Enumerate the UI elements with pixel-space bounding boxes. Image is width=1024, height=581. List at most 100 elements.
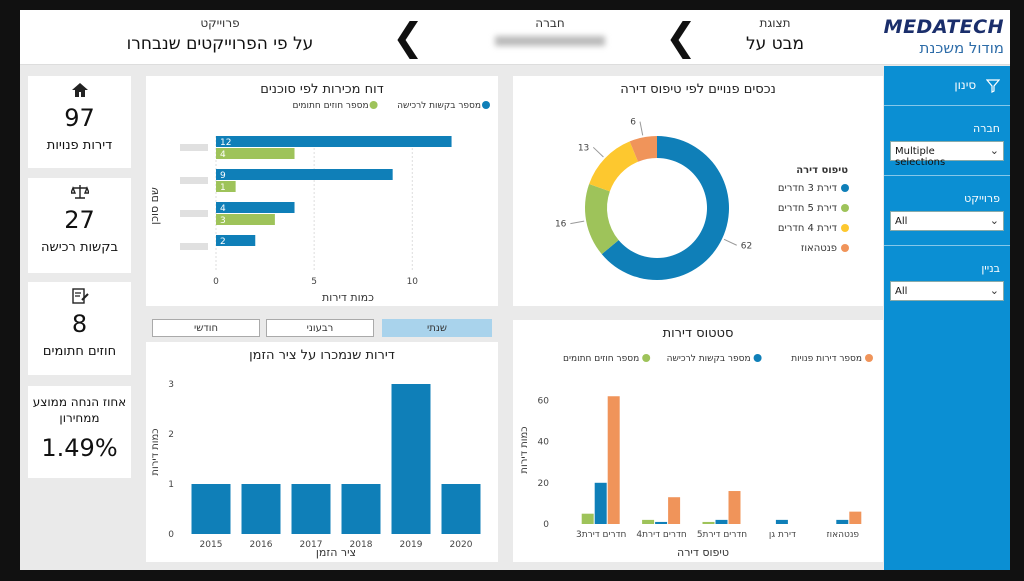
- legend-marker: [841, 224, 849, 232]
- leader-line: [570, 220, 585, 225]
- bar: [849, 511, 862, 524]
- agents-chart-svg: מספר בקשות לרכישה מספר חוזים חתומים 0 5 10 כמ…: [148, 101, 490, 304]
- leader-line: [592, 146, 604, 158]
- data-label: 16: [555, 220, 567, 230]
- bar: [291, 484, 331, 534]
- x-axis-label: ציר הזמן: [316, 546, 356, 559]
- bar: [441, 484, 481, 534]
- legend-marker: [841, 244, 849, 252]
- x-tick-label: 2018: [350, 540, 373, 550]
- kpi-label: בקשות רכישה: [41, 240, 118, 255]
- vacant-assets-chart: נכסים פנויים לפי טיפוס דירה 62 16 13 6 טיפוס…: [513, 76, 883, 306]
- filter-title: סינון: [954, 78, 977, 92]
- kpi-purchase-requests: 27 בקשות רכישה: [28, 178, 131, 273]
- app-frame: פרוייקט על פי הפרוייקטים שנבחרו ❮ חברה ❮…: [20, 10, 1010, 570]
- home-icon: [28, 82, 131, 100]
- legend-label: מספר דירות פנויות: [791, 354, 862, 364]
- bar: [216, 169, 393, 180]
- monthly-button[interactable]: חודשי: [152, 319, 260, 337]
- y-tick-label: 0: [543, 520, 549, 530]
- chevron-left-icon[interactable]: ❮: [665, 15, 697, 59]
- company-label: חברה: [535, 16, 565, 30]
- project-filter-value: All: [895, 216, 908, 227]
- donut-slice: [601, 136, 729, 280]
- view-selector[interactable]: תצוגת מבט על: [720, 10, 830, 65]
- legend-label: דירת 4 חדרים: [778, 223, 838, 234]
- y-tick-label: 40: [538, 438, 550, 448]
- company-filter-value: Multiple selections: [895, 146, 946, 168]
- chart-title: סטטוס דירות: [662, 326, 734, 341]
- bar: [216, 214, 275, 225]
- company-filter-label: חברה: [973, 122, 1000, 135]
- logo-text: MEDATECH: [883, 16, 1004, 38]
- legend-marker: [753, 354, 762, 362]
- y-tick-label: 1: [168, 480, 174, 490]
- leader-line: [639, 121, 644, 136]
- kpi-value: 97: [64, 104, 95, 132]
- donut-chart-svg: 62 16 13 6 טיפוס דירה דירת 3 חדרים דירת 5 חדרי…: [555, 118, 849, 280]
- bar: [775, 519, 788, 524]
- x-axis-label: טיפוס דירה: [677, 546, 729, 559]
- data-label: 4: [220, 204, 226, 214]
- quarterly-button[interactable]: רבעוני: [266, 319, 374, 337]
- bar: [581, 513, 594, 524]
- kpi-value: 8: [71, 310, 88, 338]
- kpi-label: חוזים חתומים: [42, 344, 117, 359]
- legend-label: מספר בקשות לרכישה: [667, 354, 751, 364]
- bar: [655, 521, 668, 524]
- donut-slice: [629, 136, 657, 162]
- chevron-down-icon: ⌄: [989, 284, 999, 297]
- bar: [391, 384, 431, 534]
- kpi-label: דירות פנויות: [46, 138, 113, 153]
- legend-marker: [369, 101, 378, 109]
- company-selector[interactable]: חברה: [450, 10, 650, 65]
- divider: [884, 175, 1010, 176]
- top-bar: פרוייקט על פי הפרוייקטים שנבחרו ❮ חברה ❮…: [20, 10, 1010, 65]
- legend-marker: [642, 354, 651, 362]
- y-axis-label: שם סוכן: [148, 187, 161, 225]
- blurred-agent-name: [180, 144, 208, 151]
- y-tick-label: 60: [538, 396, 550, 406]
- x-tick-label: 2020: [450, 540, 473, 550]
- bar: [607, 396, 620, 524]
- kpi-label: אחוז הנחה ממוצע ממחירון: [32, 395, 127, 425]
- bar: [216, 136, 452, 147]
- legend-marker: [841, 184, 849, 192]
- view-value: מבט על: [745, 34, 805, 54]
- x-tick-label: 2019: [400, 540, 423, 550]
- donut-slice: [589, 141, 639, 192]
- company-filter-dropdown[interactable]: Multiple selections ⌄: [890, 141, 1004, 168]
- legend-marker: [482, 101, 490, 109]
- legend-label: מספר בקשות לרכישה: [397, 101, 481, 111]
- chevron-left-icon[interactable]: ❮: [392, 15, 424, 59]
- building-filter-value: All: [895, 286, 908, 297]
- filter-icon: [985, 78, 1001, 93]
- filter-header[interactable]: סינון: [884, 66, 1010, 106]
- x-tick-label: דירת גן: [769, 530, 796, 540]
- y-tick-label: 2: [168, 430, 174, 440]
- data-label: 62: [741, 241, 752, 251]
- project-selector[interactable]: פרוייקט על פי הפרוייקטים שנבחרו: [100, 10, 340, 65]
- donut-slice: [585, 183, 619, 255]
- y-tick-label: 3: [168, 380, 174, 390]
- time-chart-svg: 0 1 2 3 2015 2016 2017 2018 2019 2020 ציר הזמן כמות…: [150, 380, 481, 559]
- x-tick-label: 4חדרים דירת: [636, 530, 686, 540]
- chart-title: נכסים פנויים לפי טיפוס דירה: [620, 82, 776, 97]
- kpi-value: 1.49%: [41, 434, 118, 462]
- x-tick-label: 0: [213, 277, 219, 287]
- data-label: 13: [578, 143, 589, 153]
- x-tick-label: 3חדרים דירת: [576, 530, 626, 540]
- bar: [715, 519, 728, 524]
- filter-sidebar: סינון חברה Multiple selections ⌄ פרוייקט…: [884, 66, 1010, 570]
- blurred-agent-name: [180, 177, 208, 184]
- bar: [216, 181, 236, 192]
- bar: [642, 519, 655, 524]
- status-chart-svg: מספר דירות פנויות מספר בקשות לרכישה מספר ח…: [519, 354, 873, 559]
- yearly-button[interactable]: שנתי: [382, 319, 492, 337]
- kpi-signed-contracts: 8 חוזים חתומים: [28, 282, 131, 375]
- legend-label: מספר חוזים חתומים: [292, 101, 368, 111]
- building-filter-dropdown[interactable]: All ⌄: [890, 281, 1004, 301]
- project-filter-dropdown[interactable]: All ⌄: [890, 211, 1004, 231]
- x-tick-label: 2017: [300, 540, 323, 550]
- bar: [341, 484, 381, 534]
